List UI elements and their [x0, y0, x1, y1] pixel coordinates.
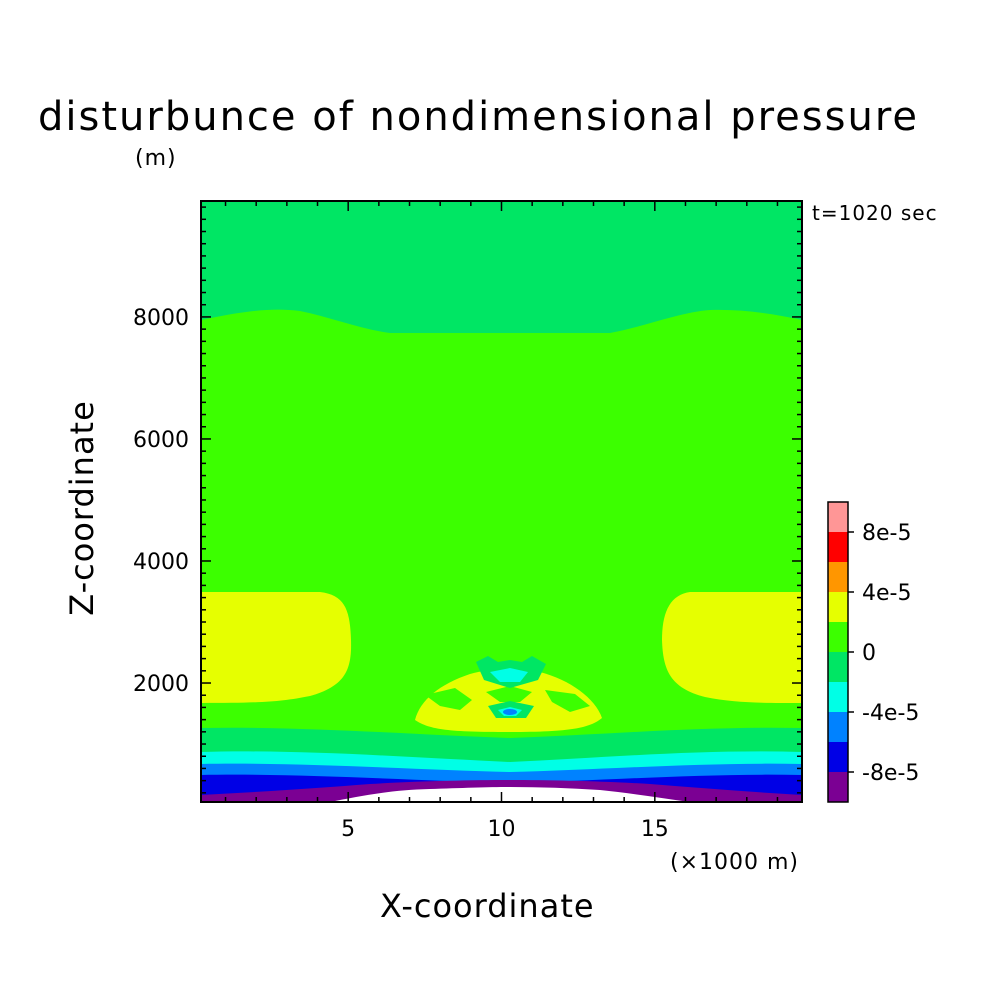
x-tick-label: 15	[641, 817, 669, 842]
colorbar-swatch	[828, 502, 848, 532]
x-tick-label: 10	[488, 817, 516, 842]
region-left-lobe	[201, 592, 352, 703]
colorbar-swatch	[828, 682, 848, 712]
x-unit-label: (×1000 m)	[670, 850, 800, 875]
colorbar-swatch	[828, 712, 848, 742]
colorbar-tick-label: 8e-5	[862, 521, 911, 546]
y-tick-label: 8000	[133, 306, 189, 331]
colorbar-tick-label: 0	[862, 641, 876, 666]
region-right-lobe	[662, 592, 802, 703]
y-tick-label: 4000	[133, 550, 189, 575]
colorbar-swatch	[828, 532, 848, 562]
region-middle-layer	[201, 309, 802, 802]
colorbar-swatch	[828, 772, 848, 802]
colorbar-swatch	[828, 652, 848, 682]
region-dome-inner-left	[425, 688, 472, 710]
y-tick-label: 2000	[133, 672, 189, 697]
colorbar-swatch	[828, 742, 848, 772]
x-axis-label: X-coordinate	[380, 887, 595, 925]
y-unit-label: (m)	[135, 146, 177, 171]
y-tick-label: 6000	[133, 428, 189, 453]
colorbar-tick-label: 4e-5	[862, 581, 911, 606]
colorbar-tick-label: -4e-5	[862, 701, 919, 726]
colorbar-swatch	[828, 562, 848, 592]
axis-tick-labels: 5 10 15 2000 4000 6000 8000	[133, 306, 669, 842]
region-low-core-min	[503, 709, 517, 715]
x-tick-label: 5	[341, 817, 355, 842]
chart-title: disturbunce of nondimensional pressure	[38, 94, 919, 140]
colorbar-tick-label: -8e-5	[862, 761, 919, 786]
region-top-core	[490, 668, 528, 682]
colorbar-swatch	[828, 622, 848, 652]
colorbar: 8e-5 4e-5 0 -4e-5 -8e-5	[827, 501, 919, 803]
time-annotation: t=1020 sec	[812, 201, 938, 225]
region-dome-center	[486, 686, 532, 702]
region-dome-inner-right	[545, 690, 590, 712]
terrain	[330, 787, 690, 802]
axis-ticks	[201, 201, 802, 802]
colorbar-swatch	[828, 592, 848, 622]
contour-fills	[201, 201, 802, 802]
